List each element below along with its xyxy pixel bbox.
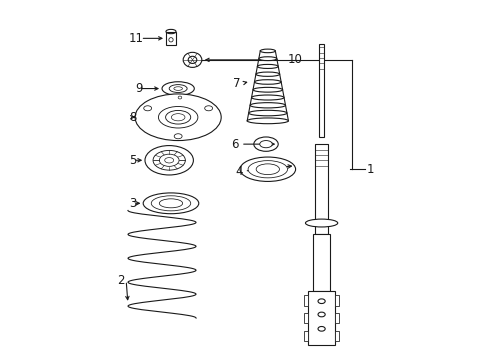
Text: 7: 7 bbox=[233, 77, 241, 90]
Ellipse shape bbox=[158, 107, 198, 128]
Text: 10: 10 bbox=[287, 53, 302, 66]
Ellipse shape bbox=[258, 57, 276, 60]
Ellipse shape bbox=[204, 106, 212, 111]
Ellipse shape bbox=[143, 193, 198, 214]
Ellipse shape bbox=[159, 199, 182, 208]
Bar bbox=[314, 144, 328, 234]
Bar bbox=[334, 295, 339, 306]
Ellipse shape bbox=[256, 164, 279, 175]
Ellipse shape bbox=[251, 95, 284, 100]
Text: 1: 1 bbox=[366, 163, 373, 176]
Text: 8: 8 bbox=[129, 111, 137, 124]
Text: 9: 9 bbox=[135, 82, 142, 95]
Ellipse shape bbox=[257, 64, 278, 68]
Ellipse shape bbox=[174, 134, 182, 139]
Ellipse shape bbox=[151, 196, 190, 211]
Bar bbox=[303, 330, 307, 341]
Bar bbox=[165, 32, 176, 45]
Ellipse shape bbox=[317, 312, 325, 317]
Ellipse shape bbox=[253, 137, 278, 151]
Bar bbox=[334, 313, 339, 323]
Ellipse shape bbox=[144, 145, 193, 175]
Ellipse shape bbox=[178, 96, 182, 99]
Bar bbox=[307, 291, 334, 345]
Ellipse shape bbox=[188, 56, 196, 63]
Ellipse shape bbox=[260, 49, 275, 53]
Ellipse shape bbox=[255, 72, 279, 76]
Text: 3: 3 bbox=[129, 197, 137, 210]
Ellipse shape bbox=[247, 161, 287, 178]
Ellipse shape bbox=[174, 87, 182, 90]
Ellipse shape bbox=[153, 150, 185, 170]
Ellipse shape bbox=[259, 140, 272, 148]
Ellipse shape bbox=[248, 110, 286, 116]
Ellipse shape bbox=[183, 52, 202, 67]
Text: 4: 4 bbox=[235, 165, 242, 177]
Bar bbox=[303, 313, 307, 323]
Ellipse shape bbox=[169, 85, 187, 93]
Ellipse shape bbox=[165, 111, 190, 124]
Ellipse shape bbox=[143, 106, 151, 111]
Text: 5: 5 bbox=[129, 154, 137, 167]
Bar bbox=[312, 234, 329, 291]
Ellipse shape bbox=[162, 82, 194, 95]
Ellipse shape bbox=[164, 158, 173, 163]
Ellipse shape bbox=[159, 154, 179, 166]
Ellipse shape bbox=[317, 299, 325, 303]
Bar bbox=[319, 44, 324, 137]
Bar bbox=[303, 295, 307, 306]
Ellipse shape bbox=[240, 157, 295, 181]
Text: 2: 2 bbox=[117, 274, 124, 287]
Bar bbox=[334, 330, 339, 341]
Ellipse shape bbox=[247, 118, 288, 124]
Text: 6: 6 bbox=[231, 138, 239, 150]
Ellipse shape bbox=[252, 87, 282, 92]
Ellipse shape bbox=[317, 327, 325, 331]
Ellipse shape bbox=[305, 219, 337, 227]
Ellipse shape bbox=[249, 103, 285, 108]
Ellipse shape bbox=[171, 114, 184, 121]
Ellipse shape bbox=[168, 38, 173, 42]
Ellipse shape bbox=[254, 80, 281, 84]
Ellipse shape bbox=[135, 94, 221, 140]
Text: 11: 11 bbox=[129, 32, 144, 45]
